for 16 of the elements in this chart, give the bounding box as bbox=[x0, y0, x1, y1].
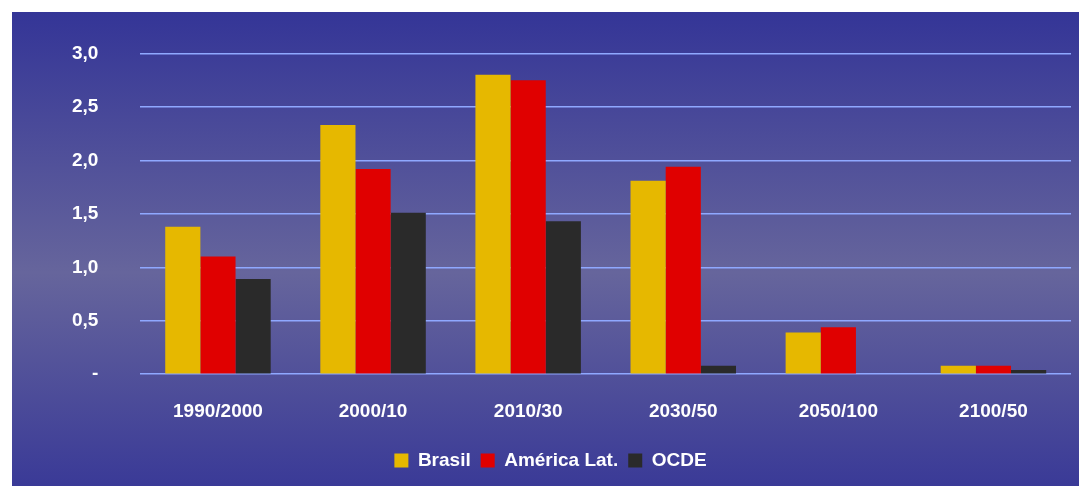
y-tick-label: 0,5 bbox=[71, 308, 99, 330]
x-tick-label: 2100/50 bbox=[959, 399, 1028, 421]
y-tick-label: 2,5 bbox=[71, 95, 99, 117]
y-tick-label: 2,0 bbox=[71, 148, 99, 170]
x-tick-label: 2000/10 bbox=[338, 399, 408, 421]
legend-label: OCDE bbox=[651, 448, 707, 470]
x-tick-label: 2050/100 bbox=[798, 399, 878, 421]
x-tick-label: 1990/2000 bbox=[173, 399, 263, 421]
x-tick-label: 2030/50 bbox=[648, 399, 718, 421]
y-tick-label: 3,0 bbox=[71, 41, 99, 63]
y-tick-label: 1,0 bbox=[71, 255, 99, 277]
legend-label: Brasil bbox=[417, 448, 471, 470]
y-tick-label: 1,5 bbox=[71, 202, 99, 224]
x-tick-label: 2010/30 bbox=[493, 399, 563, 421]
legend-label: América Lat. bbox=[504, 448, 619, 470]
y-tick-label: - bbox=[92, 362, 99, 384]
